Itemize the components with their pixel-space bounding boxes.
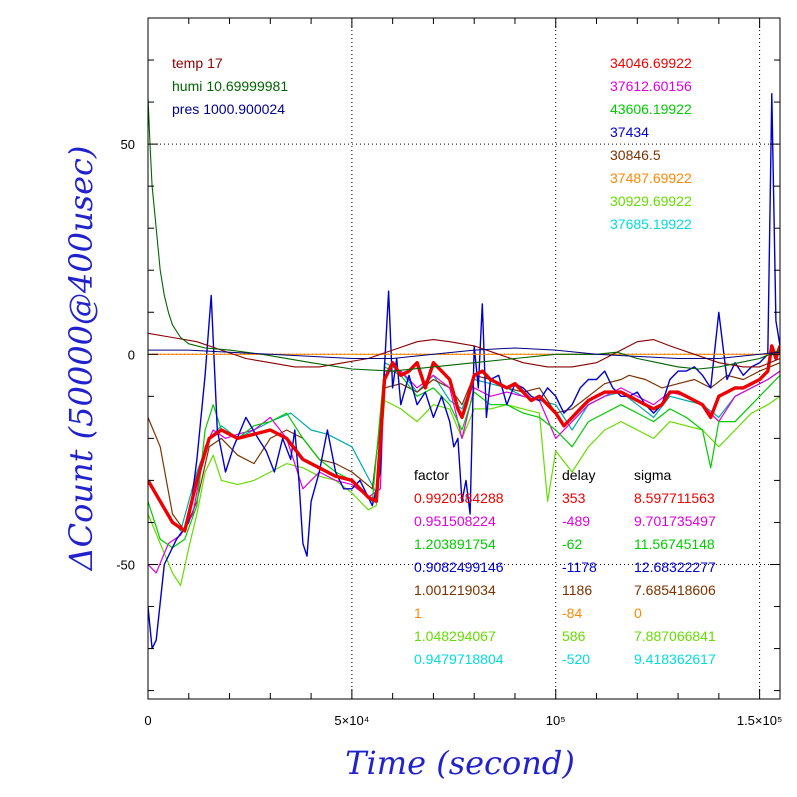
table-cell-sigma: 7.685418606: [634, 582, 716, 598]
baseline-value: 37434: [610, 124, 649, 140]
table-cell-sigma: 0: [634, 605, 642, 621]
table-cell-delay: 586: [562, 628, 586, 644]
x-tick-label: 0: [144, 713, 151, 728]
series-line-9: [148, 97, 780, 372]
baseline-value: 30929.69922: [610, 193, 692, 209]
table-cell-sigma: 9.701735497: [634, 513, 716, 529]
baseline-value: 34046.69922: [610, 55, 692, 71]
fit-table: factor delay sigma 0.9920384288 353 8.59…: [414, 467, 716, 667]
baseline-value: 43606.19922: [610, 101, 692, 117]
table-cell-sigma: 11.56745148: [634, 536, 715, 552]
table-cell-sigma: 8.597711563: [634, 490, 715, 506]
env-legend-pres: pres 1000.900024: [172, 101, 285, 117]
data-series: [148, 93, 780, 650]
table-cell-delay: -84: [562, 605, 582, 621]
plot-frame: [147, 17, 781, 700]
x-tick-label: 10⁵: [546, 713, 566, 728]
y-tick-label: 50: [121, 137, 135, 152]
table-cell-sigma: 9.418362617: [634, 651, 716, 667]
table-cell-delay: -62: [562, 536, 582, 552]
series-line-5: [148, 93, 780, 650]
env-legend: temp 17 humi 10.69999981 pres 1000.900024: [172, 55, 288, 117]
table-cell-delay: -1178: [562, 559, 597, 575]
table-header-delay: delay: [562, 467, 595, 483]
x-tick-label: 5×10⁴: [334, 713, 369, 728]
env-legend-humi: humi 10.69999981: [172, 78, 288, 94]
table-cell-delay: 353: [562, 490, 586, 506]
table-cell-factor: 1.203891754: [414, 536, 496, 552]
env-legend-temp: temp 17: [172, 55, 223, 71]
baseline-value: 37685.19922: [610, 216, 692, 232]
baseline-value: 37487.69922: [610, 170, 692, 186]
x-tick-label: 1.5×10⁵: [737, 713, 783, 728]
baseline-legend: 34046.69922 37612.60156 43606.19922 3743…: [610, 55, 692, 232]
table-cell-delay: -520: [562, 651, 590, 667]
table-header-sigma: sigma: [634, 467, 672, 483]
baseline-value: 37612.60156: [610, 78, 692, 94]
table-cell-factor: 0.9082499146: [414, 559, 504, 575]
table-cell-factor: 0.9920384288: [414, 490, 504, 506]
baseline-value: 30846.5: [610, 147, 661, 163]
table-cell-sigma: 7.887066841: [634, 628, 716, 644]
y-axis-title: ΔCount (50000@400usec): [62, 146, 100, 573]
table-cell-delay: 1186: [562, 582, 592, 598]
table-cell-factor: 1.048294067: [414, 628, 496, 644]
series-line-10: [148, 347, 780, 359]
table-cell-factor: 0.951508224: [414, 513, 496, 529]
y-tick-label: 0: [128, 347, 135, 362]
x-axis-title: Time (second): [345, 744, 575, 782]
table-cell-sigma: 12.68322277: [634, 559, 716, 575]
table-cell-factor: 1: [414, 605, 422, 621]
series-line-6: [148, 344, 780, 533]
axis-ticks: 0 5×10⁴ 10⁵ 1.5×10⁵ 50 0 -50: [116, 17, 783, 728]
table-header-factor: factor: [414, 467, 449, 483]
table-cell-delay: -489: [562, 513, 590, 529]
series-line-8: [148, 332, 780, 368]
table-cell-factor: 0.9479718804: [414, 651, 504, 667]
table-cell-factor: 1.001219034: [414, 582, 496, 598]
y-tick-label: -50: [116, 557, 135, 572]
series-line-1: [148, 395, 780, 587]
